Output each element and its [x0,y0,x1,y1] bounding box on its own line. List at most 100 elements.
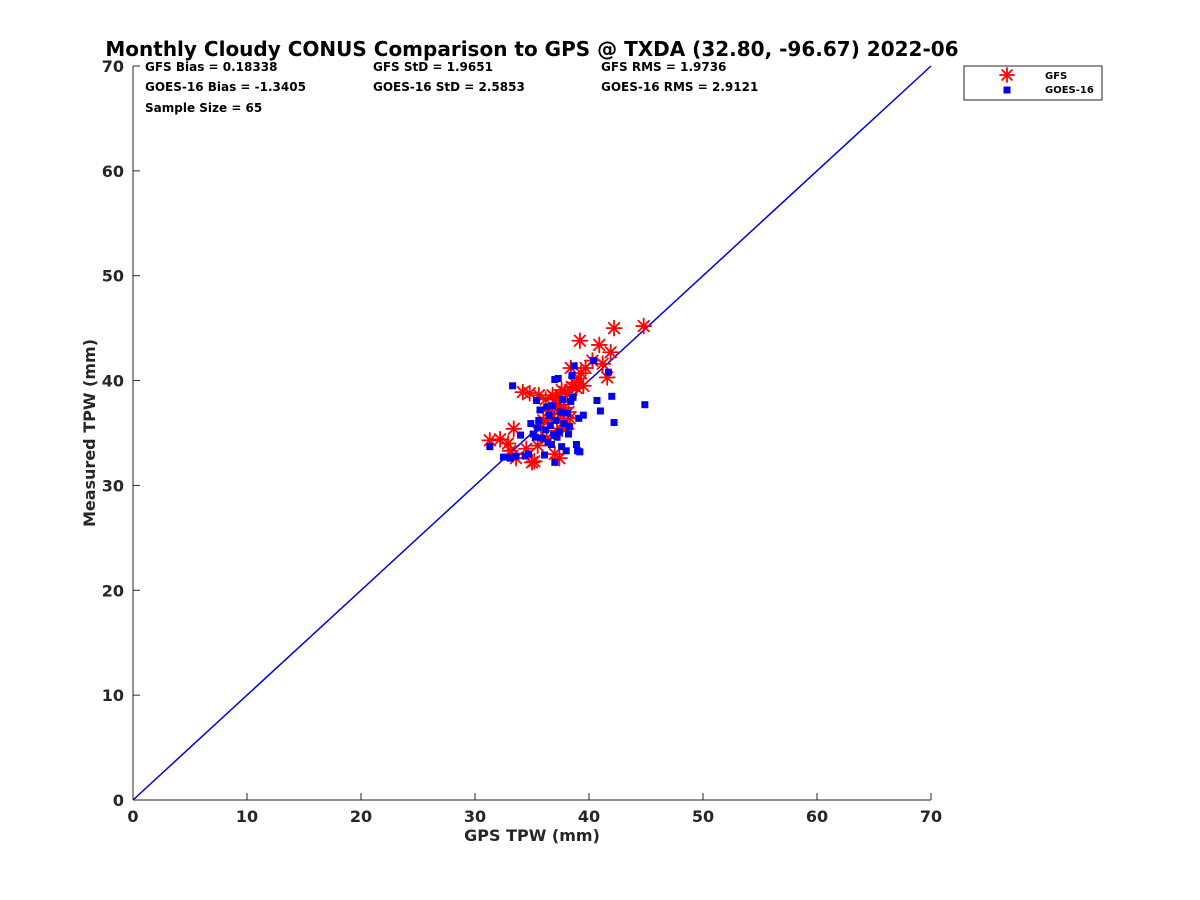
goes16-point [604,368,612,376]
stat-goes-std: GOES-16 StD = 2.5853 [373,80,525,94]
goes16-point [538,434,546,442]
goes16-point [558,443,566,451]
goes16-point [527,420,535,428]
goes16-point [641,401,649,409]
goes16-point [547,441,555,449]
x-tick-label: 60 [806,807,828,826]
goes16-point [593,396,601,404]
gfs-point [594,355,612,373]
gfs-point [529,437,547,454]
goes16-point [543,403,551,411]
gfs-point [590,336,608,354]
goes16-point [552,416,560,424]
y-tick-label: 70 [102,57,124,76]
goes16-point [559,395,567,403]
goes16-point [536,406,544,414]
y-tick-label: 50 [102,267,124,286]
goes16-point [576,448,584,456]
stat-goes-rms: GOES-16 RMS = 2.9121 [601,80,758,94]
gfs-point [602,343,620,361]
goes16-point [525,450,533,458]
goes16-point [541,451,549,459]
goes16-point [557,408,564,416]
x-tick-label: 20 [350,807,372,826]
goes16-point [500,453,507,461]
chart-title: Monthly Cloudy CONUS Comparison to GPS @… [105,37,958,61]
stat-gfs-std: GFS StD = 1.9651 [373,60,493,74]
legend-goes16-marker [1003,86,1011,94]
gfs-point [605,319,623,337]
goes16-point [572,441,580,449]
x-axis-label: GPS TPW (mm) [464,826,600,845]
goes16-point [563,409,571,417]
goes16-point [512,452,520,460]
y-tick-label: 30 [102,476,124,495]
legend-goes16-label: GOES-16 [1045,85,1094,96]
legend-gfs-label: GFS [1045,71,1067,82]
gfs-point [574,377,592,395]
gfs-point [577,359,594,377]
goes16-point [509,382,517,390]
stats-block: GFS Bias = 0.18338 GFS StD = 1.9651 GFS … [145,60,758,115]
goes16-point [566,423,574,431]
legend: GFS GOES-16 [963,65,1103,101]
goes16-point [553,433,561,441]
x-tick-label: 70 [920,807,942,826]
goes16-point [569,393,577,401]
y-tick-label: 0 [113,791,124,810]
goes16-point [531,433,539,441]
legend-gfs-asterisk [999,67,1015,83]
y-axis-label: Measured TPW (mm) [80,339,99,527]
goes16-point [534,424,542,432]
stat-gfs-bias: GFS Bias = 0.18338 [145,60,277,74]
goes16-point [579,411,587,419]
y-tick-label: 40 [102,372,124,391]
goes16-point [551,458,559,466]
legend-box [963,65,1103,101]
goes16-point [564,430,572,438]
gfs-point [481,431,499,449]
goes16-point [596,407,604,415]
goes16-point [590,357,598,365]
gfs-point [525,452,543,470]
goes16-point [560,420,568,428]
data-markers [481,317,653,471]
goes16-point [545,411,553,419]
goes16-point [486,443,494,451]
goes16-point [533,396,541,404]
goes16-point [546,422,554,430]
x-tick-label: 10 [236,807,258,826]
stat-gfs-rms: GFS RMS = 1.9736 [601,60,726,74]
gfs-point [521,384,539,402]
goes16-point [610,419,618,427]
y-axis-ticks: 0 10 20 30 40 50 60 70 [102,57,140,810]
goes16-point [554,374,562,382]
goes16-point [542,426,550,434]
gfs-point [571,332,589,350]
x-tick-label: 40 [578,807,600,826]
goes16-point [570,362,578,370]
gfs-point [635,317,653,335]
y-tick-label: 20 [102,581,124,600]
stat-goes-bias: GOES-16 Bias = -1.3405 [145,80,306,94]
gfs-point [491,430,509,448]
goes16-point [549,402,557,410]
x-tick-label: 50 [692,807,714,826]
goes16-point [608,392,616,400]
legend-gfs-marker [999,67,1015,83]
legend-goes16-square [1003,86,1011,94]
goes16-point [517,431,525,439]
y-tick-label: 60 [102,162,124,181]
x-tick-label: 30 [464,807,486,826]
goes16-point [568,371,576,379]
goes16-point [535,416,543,424]
y-tick-label: 10 [102,686,124,705]
goes16-point [562,447,570,455]
x-axis-ticks: 0 10 20 30 40 50 60 70 [127,793,942,826]
x-tick-label: 0 [127,807,138,826]
goes16-point [506,454,514,462]
goes16-point [575,414,583,422]
goes16-point [555,428,563,436]
goes16-point [567,398,575,406]
